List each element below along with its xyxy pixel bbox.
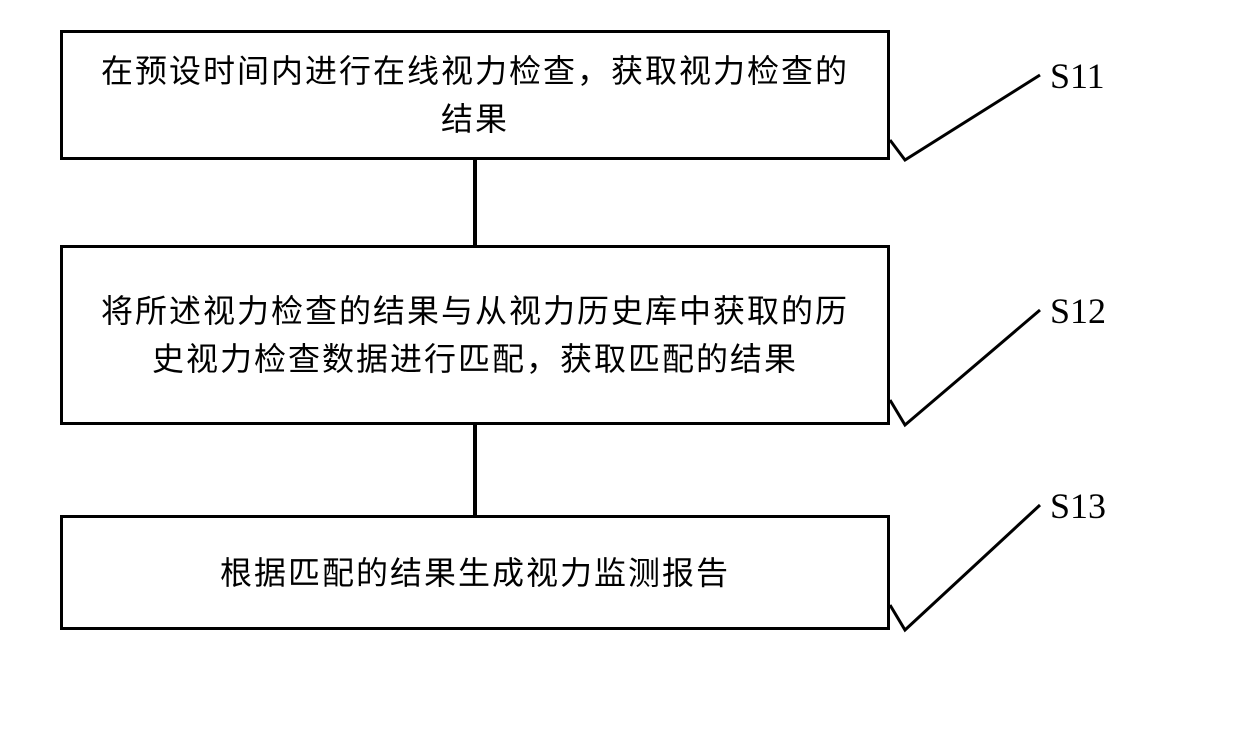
step-label-s11: S11 [1050, 55, 1105, 97]
step-label-s12: S12 [1050, 290, 1106, 332]
step-text-s13: 根据匹配的结果生成视力监测报告 [220, 549, 730, 597]
step-text-s12: 将所述视力检查的结果与从视力历史库中获取的历史视力检查数据进行匹配，获取匹配的结… [93, 287, 857, 383]
callout-line-s13 [890, 505, 1040, 630]
callout-line-s12 [890, 310, 1040, 425]
callout-line-s11 [890, 75, 1040, 160]
step-label-s13: S13 [1050, 485, 1106, 527]
step-box-s12: 将所述视力检查的结果与从视力历史库中获取的历史视力检查数据进行匹配，获取匹配的结… [60, 245, 890, 425]
step-box-s13: 根据匹配的结果生成视力监测报告 [60, 515, 890, 630]
step-box-s11: 在预设时间内进行在线视力检查，获取视力检查的结果 [60, 30, 890, 160]
connector-s11-s12 [473, 160, 477, 245]
step-text-s11: 在预设时间内进行在线视力检查，获取视力检查的结果 [93, 47, 857, 143]
connector-s12-s13 [473, 425, 477, 515]
